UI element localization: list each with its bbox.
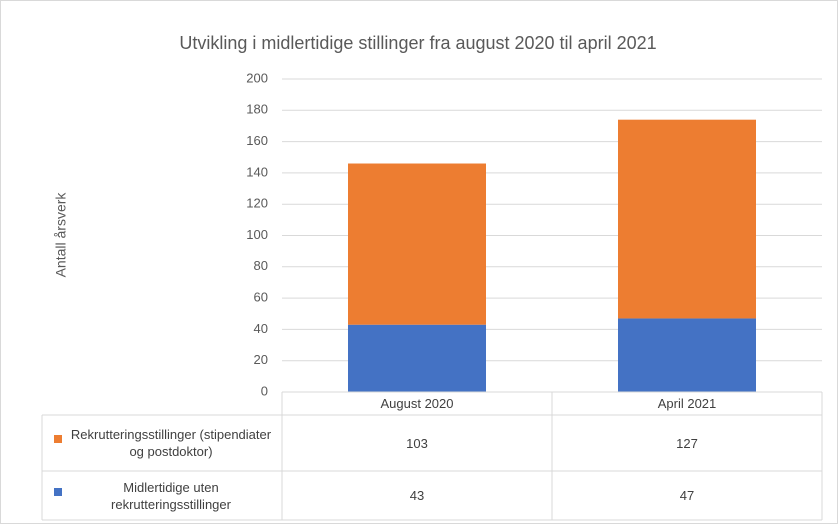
y-tick-label: 80 (254, 258, 268, 273)
y-tick-label: 180 (246, 102, 268, 117)
legend-entry: Midlertidige uten rekrutteringsstillinge… (111, 479, 231, 512)
y-tick-label: 140 (246, 164, 268, 179)
table-value: 43 (409, 488, 425, 503)
y-axis-label: Antall årsverk (53, 192, 69, 278)
y-tick-label: 20 (254, 352, 268, 367)
y-tick-label: 160 (246, 133, 268, 148)
y-tick-label: 40 (254, 321, 268, 336)
bar-segment (618, 318, 756, 392)
bar-segment (618, 119, 756, 319)
bar-segment (348, 324, 486, 392)
y-tick-label: 0 (261, 383, 268, 398)
y-tick-label: 120 (246, 196, 268, 211)
y-tick-label: 100 (246, 227, 268, 242)
legend-entry: Rekrutteringsstillinger (stipendiater og… (70, 427, 272, 459)
table-value: 127 (676, 435, 698, 451)
legend-key (54, 435, 62, 443)
table-value: 47 (679, 488, 695, 503)
y-tick-label: 200 (246, 70, 268, 85)
table-value: 103 (406, 435, 428, 451)
table-category: April 2021 (657, 396, 717, 411)
bar-segment (348, 163, 486, 325)
y-tick-label: 60 (254, 290, 268, 305)
legend-key (54, 487, 62, 496)
chart-title: Utvikling i midlertidige stillinger fra … (179, 33, 656, 53)
table-category: August 2020 (380, 396, 454, 411)
